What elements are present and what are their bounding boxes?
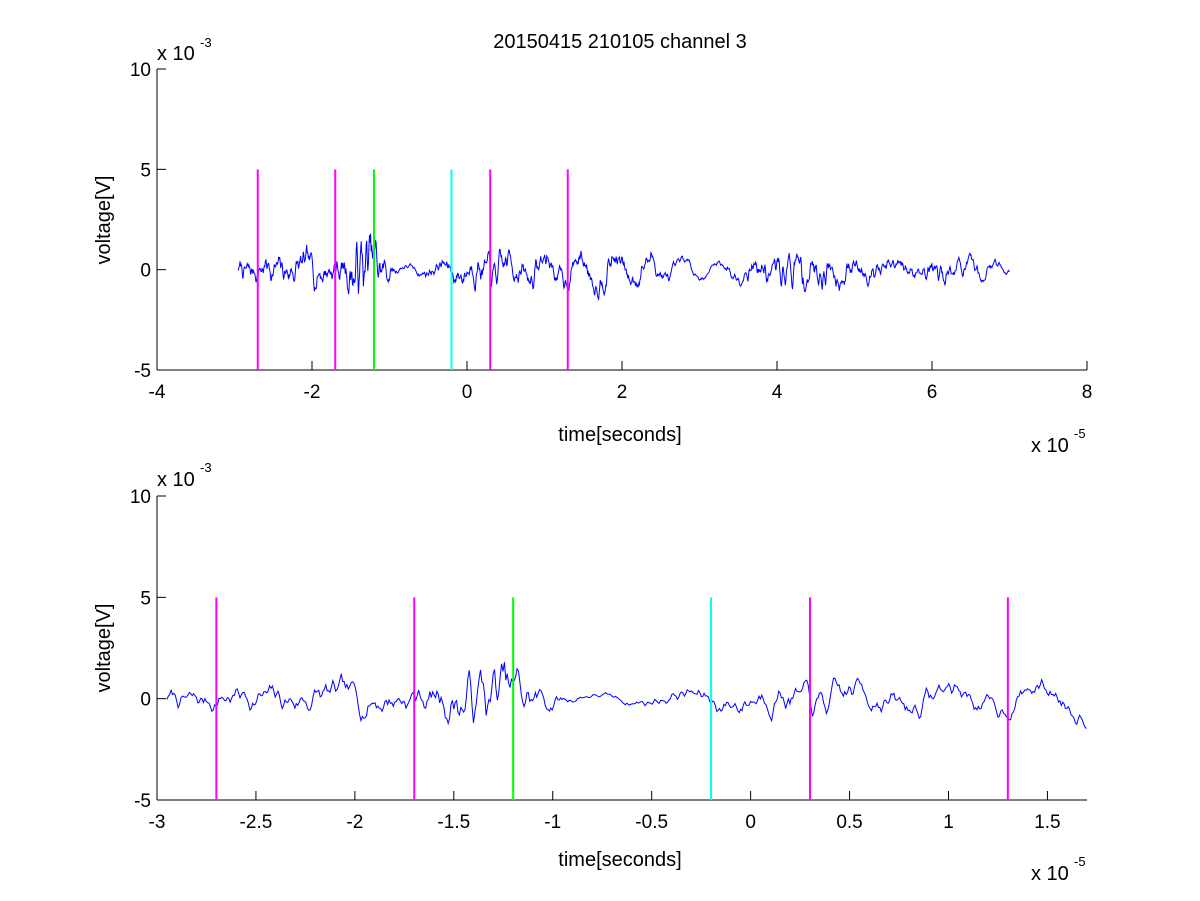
top-y-tick-label: 10 (130, 60, 151, 81)
top-panel: -5 0 5 10 -4 -2 0 2 4 6 8 x 10 -3 x 10 -5 time[se… (93, 35, 1092, 457)
bottom-x-tick-label: 0 (745, 812, 756, 833)
bottom-x-tick-label: 1.5 (1034, 812, 1060, 833)
bottom-y-tick-label: -5 (134, 791, 151, 812)
top-y-exponent: -3 (200, 35, 212, 50)
bottom-x-ticks: -3 -2.5 -2 -1.5 -1 -0.5 0 0.5 1 1.5 (149, 791, 1061, 833)
top-signal-group (237, 233, 1010, 301)
top-y-multiplier: x 10 (157, 43, 195, 65)
top-y-label: voltage[V] (93, 176, 115, 265)
top-x-ticks: -4 -2 0 2 4 6 8 (149, 361, 1093, 403)
bottom-y-label: voltage[V] (93, 604, 115, 693)
bottom-x-tick-label: -3 (149, 812, 166, 833)
top-signal-line (237, 233, 1010, 301)
top-x-tick-label: 2 (617, 382, 628, 403)
top-x-label: time[seconds] (558, 424, 681, 446)
bottom-y-tick-label: 5 (140, 588, 151, 609)
bottom-y-multiplier: x 10 (157, 469, 195, 491)
bottom-y-tick-label: 0 (140, 690, 151, 711)
bottom-x-multiplier: x 10 (1031, 863, 1069, 885)
top-markers (256, 169, 569, 370)
bottom-x-exponent: -5 (1074, 854, 1086, 869)
top-y-tick-label: -5 (134, 361, 151, 382)
top-y-ticks: -5 0 5 10 (130, 60, 166, 382)
bottom-x-tick-label: -2.5 (240, 812, 273, 833)
chart-title: 20150415 210105 channel 3 (493, 31, 747, 53)
bottom-y-exponent: -3 (200, 460, 212, 475)
top-x-tick-label: 4 (772, 382, 783, 403)
bottom-signal-line (166, 662, 1087, 729)
top-x-tick-label: -2 (304, 382, 321, 403)
bottom-x-tick-label: 1 (943, 812, 954, 833)
bottom-y-tick-label: 10 (130, 487, 151, 508)
bottom-x-tick-label: -2 (346, 812, 363, 833)
top-x-multiplier: x 10 (1031, 435, 1069, 457)
bottom-panel: -5 0 5 10 -3 -2.5 -2 -1.5 -1 -0.5 0 0.5 1 1.5 x 10 -… (93, 460, 1087, 885)
bottom-x-tick-label: -0.5 (635, 812, 668, 833)
top-x-tick-label: 0 (462, 382, 473, 403)
bottom-markers (215, 597, 1009, 800)
top-y-tick-label: 5 (140, 160, 151, 181)
bottom-y-ticks: -5 0 5 10 (130, 487, 166, 812)
top-x-exponent: -5 (1074, 426, 1086, 441)
top-y-tick-label: 0 (140, 261, 151, 282)
top-x-tick-label: 8 (1082, 382, 1093, 403)
bottom-x-label: time[seconds] (558, 849, 681, 871)
bottom-x-tick-label: -1 (544, 812, 561, 833)
top-x-tick-label: -4 (149, 382, 166, 403)
bottom-signal-group (166, 662, 1087, 729)
bottom-x-tick-label: 0.5 (836, 812, 862, 833)
bottom-x-tick-label: -1.5 (437, 812, 470, 833)
top-x-tick-label: 6 (927, 382, 938, 403)
